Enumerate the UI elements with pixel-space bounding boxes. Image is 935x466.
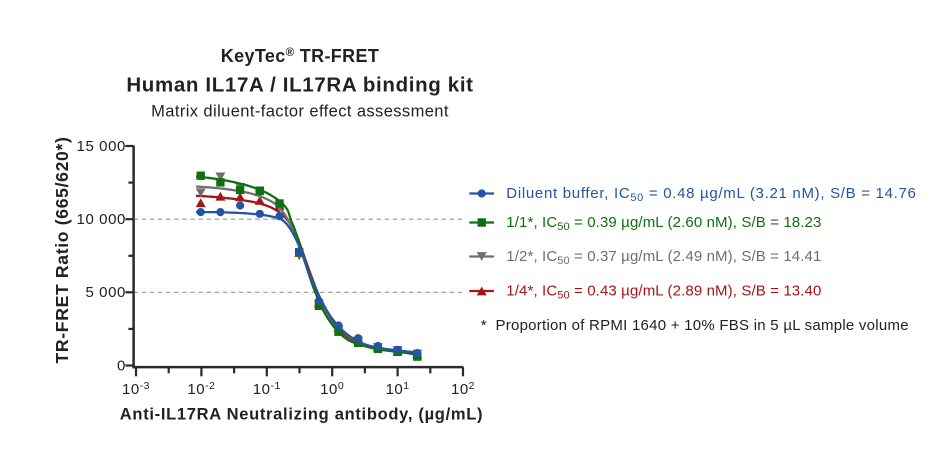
svg-text:Matrix diluent-factor effect a: Matrix diluent-factor effect assessment — [151, 103, 449, 121]
svg-text:*: * — [481, 317, 487, 334]
svg-text:Proportion of RPMI 1640 + 10%: Proportion of RPMI 1640 + 10% FBS in 5 µ… — [496, 317, 909, 334]
svg-text:100: 100 — [320, 380, 344, 398]
svg-text:Human IL17A / IL17RA binding k: Human IL17A / IL17RA binding kit — [126, 74, 473, 97]
svg-text:1/2*, IC50 = 0.37 µg/mL (2.49: 1/2*, IC50 = 0.37 µg/mL (2.49 nM), S/B =… — [506, 248, 821, 267]
svg-text:10 000: 10 000 — [77, 211, 126, 228]
svg-text:1/1*, IC50 = 0.39 µg/mL (2.60: 1/1*, IC50 = 0.39 µg/mL (2.60 nM), S/B =… — [506, 214, 821, 233]
svg-text:Anti-IL17RA Neutralizing antib: Anti-IL17RA Neutralizing antibody, (µg/m… — [120, 406, 483, 424]
svg-text:102: 102 — [451, 380, 475, 398]
svg-text:1/4*, IC50 = 0.43 µg/mL (2.89: 1/4*, IC50 = 0.43 µg/mL (2.89 nM), S/B =… — [506, 282, 821, 301]
svg-text:101: 101 — [386, 380, 410, 398]
svg-text:Diluent buffer, IC50 = 0.48 µg: Diluent buffer, IC50 = 0.48 µg/mL (3.21 … — [506, 185, 916, 204]
svg-text:0: 0 — [117, 357, 126, 374]
svg-text:KeyTec® TR-FRET: KeyTec® TR-FRET — [221, 46, 379, 66]
svg-text:5 000: 5 000 — [85, 284, 126, 301]
svg-text:15 000: 15 000 — [77, 138, 126, 155]
svg-text:TR-FRET Ratio (665/620*): TR-FRET Ratio (665/620*) — [52, 136, 72, 363]
